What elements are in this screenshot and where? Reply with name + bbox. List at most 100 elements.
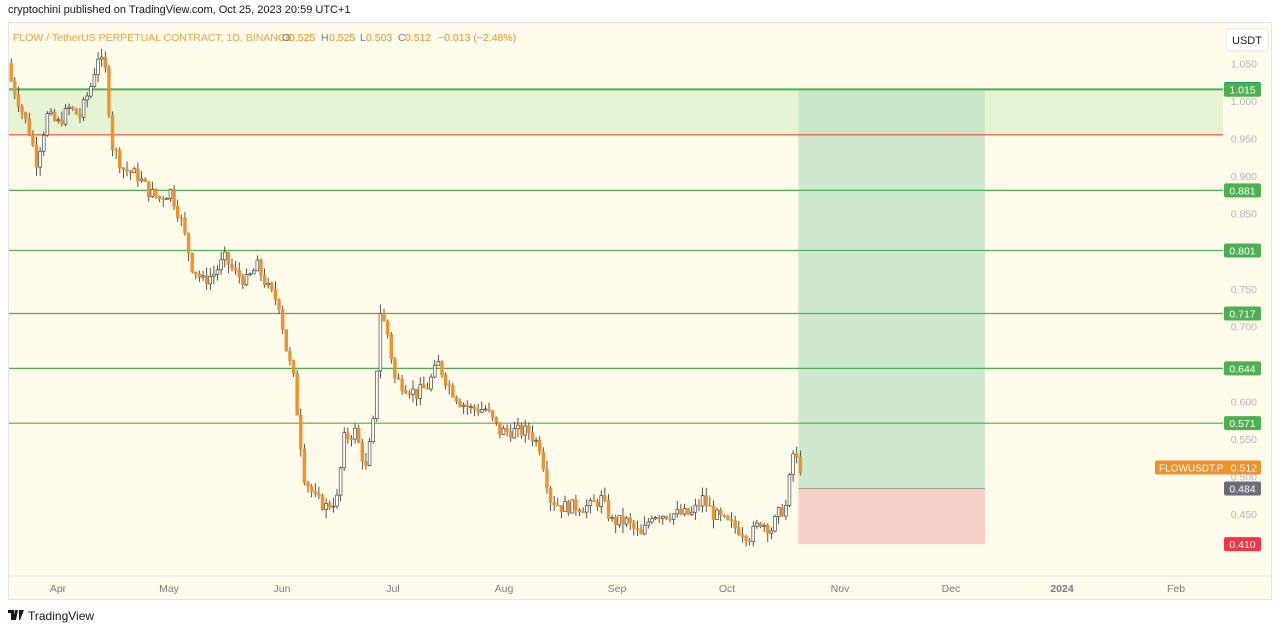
candle (512, 421, 517, 439)
last-price-symbol: FLOWUSDT.P (1159, 463, 1224, 474)
horizontal-levels[interactable] (9, 88, 1223, 424)
candle-body (324, 503, 328, 510)
candle-body (342, 432, 346, 469)
candle (784, 499, 788, 520)
candle (447, 380, 451, 395)
candle-body (157, 195, 162, 200)
candle (614, 514, 618, 534)
level-tag: 0.881 (1224, 183, 1261, 198)
candle (632, 519, 636, 536)
candle (639, 524, 643, 535)
candle-body (642, 524, 647, 535)
candle (125, 161, 129, 177)
currency-button-label[interactable]: USDT (1232, 35, 1262, 47)
candle-body (537, 439, 542, 453)
candle-body (664, 515, 669, 519)
level-tag-box (1224, 183, 1261, 198)
candle (331, 497, 336, 513)
candle-body (469, 406, 473, 408)
candle-body (411, 388, 415, 395)
y-tick-label: 0.900 (1231, 171, 1257, 183)
candle (668, 513, 672, 523)
candle (574, 494, 578, 516)
publisher-line: cryptochini published on TradingView.com… (8, 4, 351, 16)
candle-body (338, 467, 343, 496)
candle-body (552, 502, 556, 506)
candle (476, 403, 480, 417)
candle-body (219, 259, 223, 271)
price-axis[interactable]: 1.0501.0000.9500.9000.8500.8000.7500.700… (1231, 58, 1257, 521)
profit-target-zone[interactable] (798, 88, 985, 489)
candle (241, 273, 245, 290)
candle (346, 427, 350, 444)
candle (451, 382, 455, 398)
candle-body (85, 95, 89, 101)
currency-button-frame[interactable] (1225, 28, 1269, 52)
candle-body (360, 442, 365, 462)
tradingview-brand[interactable]: TradingView (8, 609, 94, 623)
candle-body (451, 385, 455, 398)
candle (252, 268, 256, 275)
candle (606, 494, 611, 522)
candle (798, 450, 803, 476)
position-zones[interactable] (9, 88, 1223, 545)
candle (317, 486, 321, 500)
y-tick-label: 0.450 (1231, 509, 1257, 521)
candle-body (16, 94, 21, 107)
candle (277, 298, 281, 314)
candle-body (349, 438, 354, 440)
stop-loss-zone[interactable] (798, 488, 985, 545)
candle-body (700, 495, 705, 507)
candle-body (563, 501, 567, 512)
candle-body (407, 392, 412, 395)
candle (483, 405, 488, 412)
candle-body (320, 495, 325, 510)
candle-body (168, 189, 173, 199)
candle-body (766, 525, 770, 534)
stop-tag-box (1224, 537, 1261, 552)
y-tick-label: 0.550 (1231, 434, 1257, 446)
candle-body (418, 384, 422, 399)
candle (407, 390, 412, 399)
candle (183, 212, 187, 236)
candle-body (440, 361, 444, 376)
candle-body (566, 501, 571, 514)
candle (472, 404, 477, 417)
candle (38, 147, 42, 176)
legend-high-label: H (321, 32, 329, 44)
candle (537, 436, 542, 456)
candle (320, 493, 325, 511)
candle-body (762, 525, 766, 527)
candle (107, 64, 111, 119)
candle (758, 521, 763, 529)
candle (603, 487, 607, 503)
candle (132, 166, 136, 174)
candle-body (233, 267, 238, 271)
candle-body (389, 334, 393, 360)
level-tag-box (1224, 306, 1261, 321)
candle (324, 498, 328, 519)
candle-body (516, 424, 520, 430)
candle (780, 503, 784, 518)
last-price-value: 0.512 (1231, 462, 1257, 474)
time-axis[interactable]: Apr May Jun Jul Aug Sep Oct Nov Dec 2024 Feb (9, 575, 1271, 595)
candle-body (624, 517, 629, 525)
legend-change: −0.013 (−2.48%) (438, 32, 516, 44)
candle (60, 111, 64, 127)
candle (110, 111, 115, 157)
candle (487, 402, 491, 413)
candle-body (60, 119, 64, 125)
level-tag-box (1224, 243, 1261, 258)
candle-body (490, 410, 495, 418)
candle (27, 112, 31, 137)
currency-button[interactable]: USDT (1225, 28, 1269, 52)
candle (548, 486, 553, 511)
candle (708, 496, 712, 507)
legend-low-label: L (360, 32, 366, 44)
candle-body (509, 431, 513, 439)
candle (585, 499, 589, 519)
candle (690, 506, 694, 517)
candle-body (472, 406, 477, 410)
candle (34, 136, 39, 176)
